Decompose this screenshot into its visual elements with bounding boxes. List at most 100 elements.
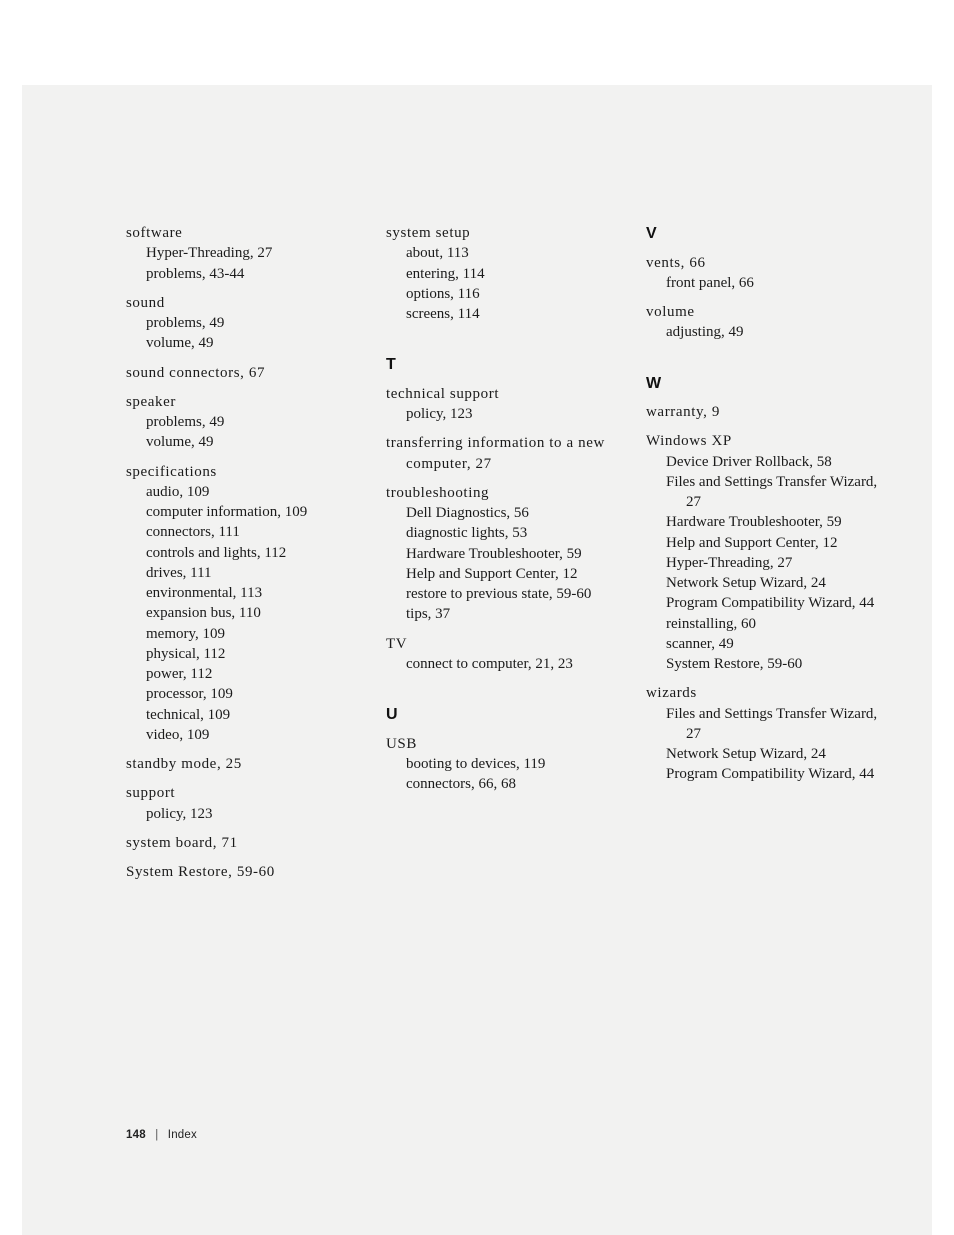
- index-entry-sub: screens, 114: [386, 304, 626, 324]
- index-entry-sub: reinstalling, 60: [646, 614, 886, 634]
- page-footer: 148 | Index: [126, 1129, 197, 1141]
- index-letter-heading: W: [646, 373, 886, 395]
- index-entry-sub: environmental, 113: [126, 583, 366, 603]
- index-entry-main: Windows XP: [646, 431, 886, 451]
- index-entry-main: transferring information to a new comput…: [386, 433, 626, 474]
- index-entry-sub: controls and lights, 112: [126, 543, 366, 563]
- index-entry-sub: Program Compatibility Wizard, 44: [646, 593, 886, 613]
- index-entry-sub: Files and Settings Transfer Wizard, 27: [646, 704, 886, 745]
- index-entry-sub: connect to computer, 21, 23: [386, 654, 626, 674]
- index-entry-sub: memory, 109: [126, 624, 366, 644]
- index-entry-sub: processor, 109: [126, 684, 366, 704]
- index-entry-sub: volume, 49: [126, 432, 366, 452]
- index-entry-sub: drives, 111: [126, 563, 366, 583]
- index-entry-sub: Device Driver Rollback, 58: [646, 452, 886, 472]
- index-entry-main: software: [126, 223, 366, 243]
- index-entry-sub: Dell Diagnostics, 56: [386, 503, 626, 523]
- index-entry-main: sound connectors, 67: [126, 363, 366, 383]
- page-number: 148: [126, 1129, 146, 1141]
- index-entry-sub: System Restore, 59-60: [646, 654, 886, 674]
- index-entry-sub: Hyper-Threading, 27: [126, 243, 366, 263]
- index-entry: supportpolicy, 123: [126, 783, 366, 824]
- index-entry-sub: power, 112: [126, 664, 366, 684]
- index-entry: wizardsFiles and Settings Transfer Wizar…: [646, 683, 886, 784]
- index-entry: USBbooting to devices, 119connectors, 66…: [386, 734, 626, 795]
- index-entry-main: TV: [386, 634, 626, 654]
- index-entry-sub: Hardware Troubleshooter, 59: [386, 544, 626, 564]
- index-entry-main: volume: [646, 302, 886, 322]
- index-entry-sub: problems, 43-44: [126, 264, 366, 284]
- index-entry-main: warranty, 9: [646, 402, 886, 422]
- index-entry-sub: scanner, 49: [646, 634, 886, 654]
- index-entry-sub: restore to previous state, 59-60: [386, 584, 626, 604]
- index-entry: system board, 71: [126, 833, 366, 853]
- index-entry: speakerproblems, 49volume, 49: [126, 392, 366, 453]
- index-entry-sub: policy, 123: [386, 404, 626, 424]
- index-entry-sub: diagnostic lights, 53: [386, 523, 626, 543]
- index-letter-heading: T: [386, 354, 626, 376]
- index-letter-heading: U: [386, 704, 626, 726]
- index-entry-sub: computer information, 109: [126, 502, 366, 522]
- index-entry-main: system setup: [386, 223, 626, 243]
- index-column: Vvents, 66front panel, 66 volumeadjusting…: [646, 223, 886, 891]
- index-entry-sub: front panel, 66: [646, 273, 886, 293]
- index-entry-main: standby mode, 25: [126, 754, 366, 774]
- index-entry: specificationsaudio, 109computer informa…: [126, 462, 366, 746]
- page-sheet: softwareHyper-Threading, 27problems, 43-…: [0, 0, 954, 1235]
- index-entry-sub: options, 116: [386, 284, 626, 304]
- index-entry-sub: Help and Support Center, 12: [646, 533, 886, 553]
- index-entry-main: System Restore, 59-60: [126, 862, 366, 882]
- index-entry-sub: adjusting, 49: [646, 322, 886, 342]
- index-entry: softwareHyper-Threading, 27problems, 43-…: [126, 223, 366, 284]
- index-entry: system setupabout, 113entering, 114optio…: [386, 223, 626, 324]
- footer-separator: |: [155, 1129, 158, 1141]
- index-letter-heading: V: [646, 223, 886, 245]
- index-entry-sub: Hardware Troubleshooter, 59: [646, 512, 886, 532]
- index-entry-sub: Network Setup Wizard, 24: [646, 744, 886, 764]
- index-entry-sub: policy, 123: [126, 804, 366, 824]
- index-entry-main: technical support: [386, 384, 626, 404]
- index-entry: soundproblems, 49volume, 49: [126, 293, 366, 354]
- index-entry: technical supportpolicy, 123: [386, 384, 626, 425]
- index-entry: standby mode, 25: [126, 754, 366, 774]
- index-column: softwareHyper-Threading, 27problems, 43-…: [126, 223, 366, 891]
- index-entry-sub: entering, 114: [386, 264, 626, 284]
- index-entry: troubleshootingDell Diagnostics, 56diagn…: [386, 483, 626, 625]
- index-entry-sub: connectors, 111: [126, 522, 366, 542]
- index-entry: warranty, 9: [646, 402, 886, 422]
- index-entry-main: specifications: [126, 462, 366, 482]
- index-columns: softwareHyper-Threading, 27problems, 43-…: [126, 223, 886, 891]
- index-entry: TVconnect to computer, 21, 23: [386, 634, 626, 675]
- index-entry-sub: problems, 49: [126, 313, 366, 333]
- index-entry-sub: audio, 109: [126, 482, 366, 502]
- index-entry-sub: problems, 49: [126, 412, 366, 432]
- index-entry-sub: technical, 109: [126, 705, 366, 725]
- index-entry: transferring information to a new comput…: [386, 433, 626, 474]
- index-entry-sub: physical, 112: [126, 644, 366, 664]
- index-entry: vents, 66front panel, 66: [646, 253, 886, 294]
- index-entry-sub: Network Setup Wizard, 24: [646, 573, 886, 593]
- index-entry-main: vents, 66: [646, 253, 886, 273]
- index-entry-main: speaker: [126, 392, 366, 412]
- index-column: system setupabout, 113entering, 114optio…: [386, 223, 626, 891]
- index-entry-main: troubleshooting: [386, 483, 626, 503]
- index-entry-sub: volume, 49: [126, 333, 366, 353]
- index-entry: System Restore, 59-60: [126, 862, 366, 882]
- section-name: Index: [168, 1129, 197, 1141]
- index-entry-sub: video, 109: [126, 725, 366, 745]
- index-entry: Windows XPDevice Driver Rollback, 58File…: [646, 431, 886, 674]
- index-entry: sound connectors, 67: [126, 363, 366, 383]
- index-entry-sub: Program Compatibility Wizard, 44: [646, 764, 886, 784]
- index-entry-sub: tips, 37: [386, 604, 626, 624]
- index-entry-sub: Files and Settings Transfer Wizard, 27: [646, 472, 886, 513]
- index-entry-sub: about, 113: [386, 243, 626, 263]
- index-entry: volumeadjusting, 49: [646, 302, 886, 343]
- index-entry-sub: booting to devices, 119: [386, 754, 626, 774]
- index-entry-sub: expansion bus, 110: [126, 603, 366, 623]
- index-entry-sub: connectors, 66, 68: [386, 774, 626, 794]
- index-entry-sub: Hyper-Threading, 27: [646, 553, 886, 573]
- index-entry-main: sound: [126, 293, 366, 313]
- index-entry-sub: Help and Support Center, 12: [386, 564, 626, 584]
- index-entry-main: system board, 71: [126, 833, 366, 853]
- index-entry-main: support: [126, 783, 366, 803]
